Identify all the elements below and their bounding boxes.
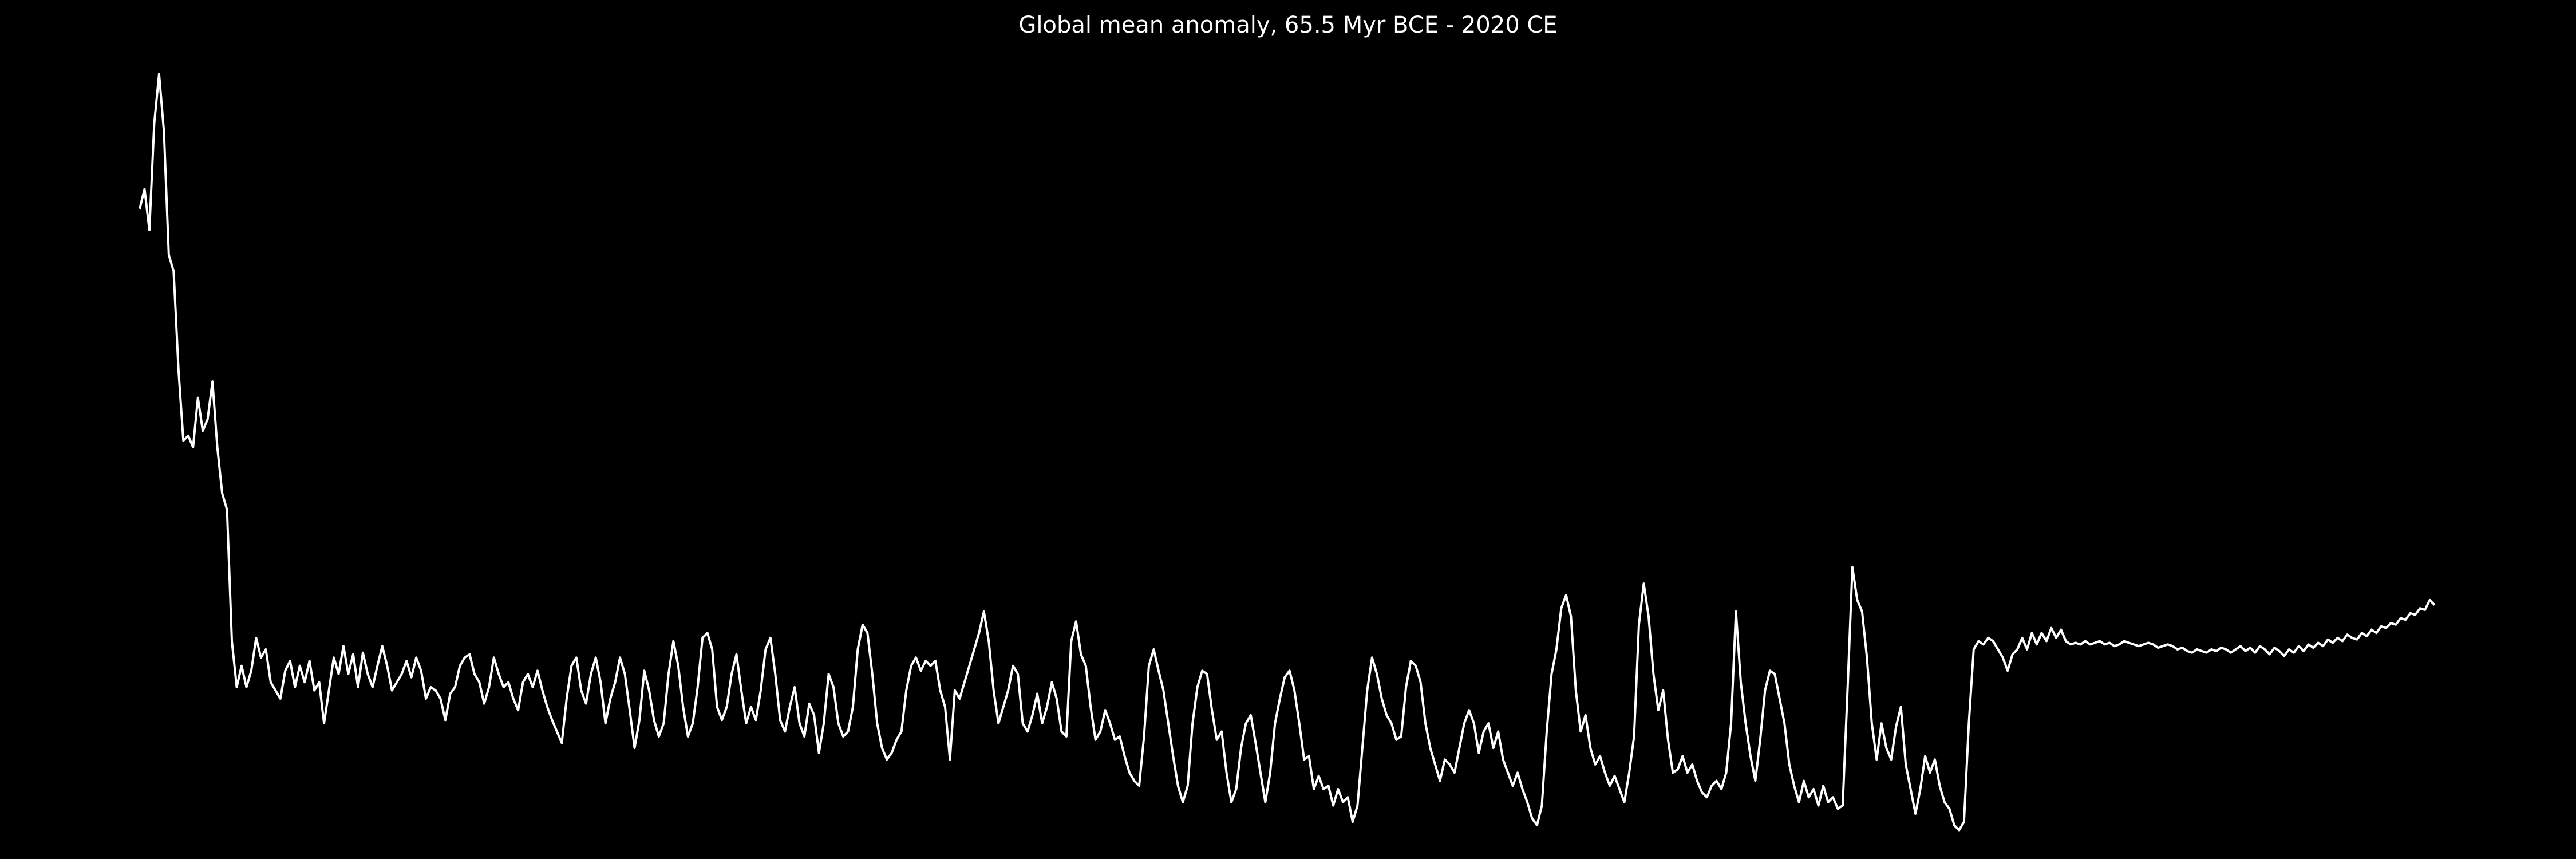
line — [139, 73, 2436, 832]
chart-title: Global mean anomaly, 65.5 Myr BCE - 2020… — [1018, 12, 1557, 38]
